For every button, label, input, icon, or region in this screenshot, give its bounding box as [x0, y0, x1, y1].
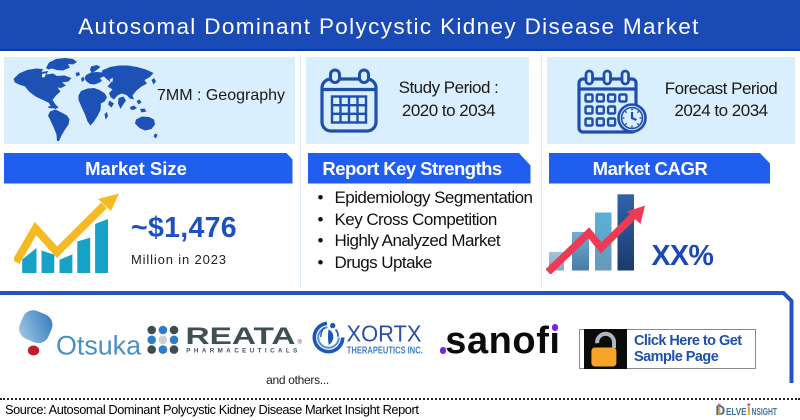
svg-text:NSIGHT: NSIGHT	[752, 407, 778, 418]
svg-text:D: D	[716, 403, 726, 418]
svg-text:PHARMACEUTICALS: PHARMACEUTICALS	[186, 348, 297, 355]
svg-text:THERAPEUTICS INC.: THERAPEUTICS INC.	[347, 345, 423, 356]
svg-text:REATA: REATA	[186, 324, 296, 350]
svg-text:Otsuka: Otsuka	[56, 330, 141, 358]
svg-text:ELVE: ELVE	[726, 407, 747, 418]
svg-text:®: ®	[298, 339, 303, 346]
svg-text:XORTX: XORTX	[347, 321, 422, 347]
